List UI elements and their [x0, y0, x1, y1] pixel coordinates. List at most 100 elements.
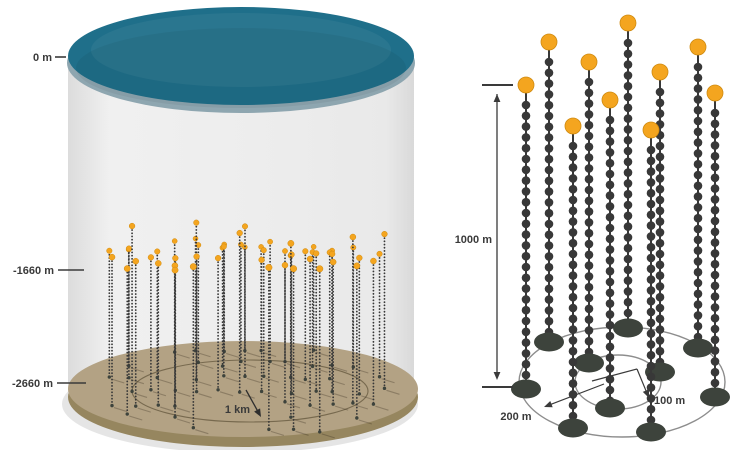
string-shadow: [246, 377, 261, 383]
detector-string: [636, 121, 666, 442]
optical-module: [710, 205, 720, 215]
optical-module: [568, 411, 578, 421]
optical-module: [568, 260, 578, 270]
optical-module: [584, 304, 594, 314]
string-shadow: [246, 352, 261, 358]
optical-module: [693, 289, 703, 299]
detector-string: [260, 247, 279, 383]
detector-string: [306, 255, 326, 412]
optical-module: [623, 92, 633, 102]
optical-module: [568, 271, 578, 280]
optical-module: [605, 331, 615, 341]
detector-string: [534, 33, 564, 352]
optical-module: [568, 228, 578, 237]
optical-module: [710, 108, 720, 118]
optical-module: [605, 277, 615, 287]
optical-module: [646, 275, 656, 284]
optical-module: [584, 196, 594, 206]
optical-module: [693, 300, 703, 309]
optical-module: [623, 222, 633, 231]
depth-label-2660m: -2660 m: [12, 378, 53, 390]
anchor-weight: [149, 388, 153, 392]
anchor-weight: [700, 387, 730, 407]
optical-module: [568, 303, 578, 313]
sea-surface-highlight: [91, 13, 391, 87]
anchor-weight: [259, 389, 264, 394]
optical-module: [710, 313, 720, 323]
string-shadow: [113, 407, 128, 413]
anchor-weight: [134, 404, 138, 408]
optical-module: [623, 49, 633, 59]
optical-module: [521, 208, 531, 218]
optical-module: [646, 361, 656, 371]
optical-module: [646, 318, 656, 328]
optical-module: [605, 385, 615, 395]
anchor-weight: [243, 374, 247, 379]
optical-module: [568, 282, 578, 291]
optical-module: [521, 273, 531, 283]
buoy-float: [108, 253, 116, 261]
string-shadow: [152, 391, 167, 397]
optical-module: [544, 90, 554, 99]
optical-module: [605, 245, 615, 254]
optical-module: [544, 208, 554, 218]
string-shadow: [160, 406, 174, 412]
detector-string: [132, 257, 151, 413]
buoy-float: [651, 63, 669, 81]
optical-module: [605, 158, 615, 168]
optical-module: [584, 164, 594, 173]
optical-module: [710, 162, 720, 172]
detector-string: [574, 53, 604, 373]
optical-module: [521, 100, 531, 110]
buoy-float: [125, 245, 132, 252]
buoy-float: [189, 263, 197, 271]
optical-module: [544, 198, 554, 207]
optical-module: [544, 111, 554, 121]
optical-module: [568, 400, 578, 410]
buoy-float: [540, 33, 558, 51]
buoy-float: [310, 244, 317, 250]
one-km-arrow: [245, 389, 261, 417]
optical-module: [584, 77, 594, 87]
string-shadow: [241, 393, 255, 399]
anchor-weight: [371, 402, 376, 406]
string-shadow: [375, 405, 389, 411]
detector-string: [220, 243, 239, 383]
buoy-float: [329, 250, 336, 258]
optical-module: [544, 252, 554, 261]
buoy-float: [220, 243, 227, 250]
optical-module: [584, 336, 594, 346]
optical-module: [693, 159, 703, 169]
string-shadow: [354, 404, 369, 410]
optical-module: [623, 60, 633, 69]
anchor-weight: [355, 416, 359, 420]
anchor-weight: [194, 389, 199, 394]
detector-string: [242, 244, 261, 358]
optical-module: [646, 329, 656, 338]
string-cluster-diagram: 1000 m 200 m 100 m: [455, 14, 730, 442]
detector-string: [236, 229, 255, 399]
optical-module: [605, 256, 615, 265]
optical-module: [521, 143, 531, 153]
sea-cylinder-diagram: 0 m -1660 m -2660 m 1 km: [12, 7, 418, 450]
optical-module: [544, 262, 554, 272]
optical-module: [568, 292, 578, 302]
optical-module: [605, 266, 615, 276]
string-shadow: [176, 418, 191, 424]
optical-module: [605, 126, 615, 136]
detector-string: [683, 38, 713, 358]
optical-module: [521, 359, 531, 369]
string-shadow: [111, 378, 125, 384]
optical-module: [605, 180, 615, 190]
optical-module: [655, 325, 665, 334]
detector-string: [288, 251, 307, 401]
optical-module: [521, 133, 531, 142]
optical-module: [584, 282, 594, 292]
optical-module: [646, 415, 656, 425]
detector-string: [290, 265, 309, 436]
buoy-float: [706, 84, 724, 102]
detector-string: [214, 255, 234, 397]
detector-string: [376, 250, 395, 384]
anchor-weight: [107, 375, 112, 379]
